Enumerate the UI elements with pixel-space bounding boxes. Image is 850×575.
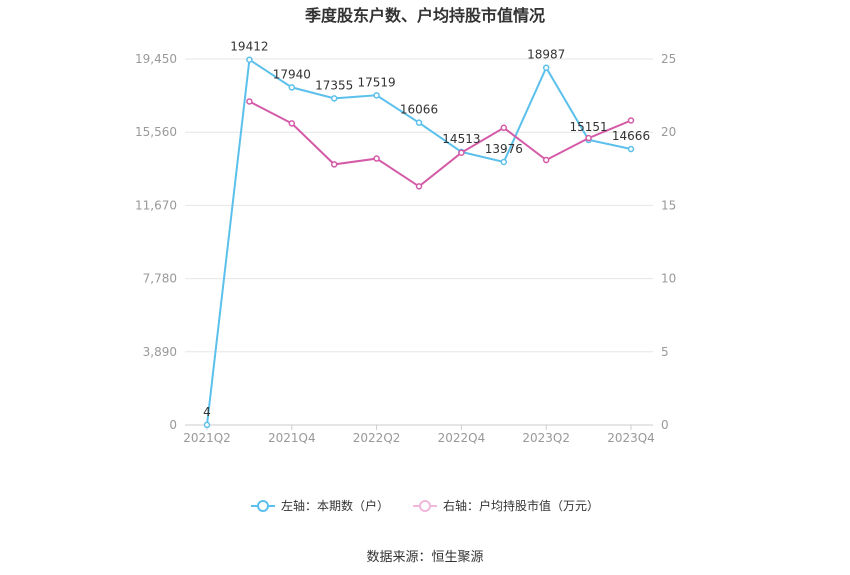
series-0-point <box>415 119 423 126</box>
right-axis-ticks: 0 5 10 15 20 25 <box>661 52 676 432</box>
right-axis-tick-label: 25 <box>661 52 676 66</box>
right-axis-tick-label: 10 <box>661 272 676 286</box>
x-axis-tick-label: 2023Q4 <box>607 431 655 445</box>
right-axis-tick-label: 20 <box>661 125 676 139</box>
series-1-point <box>585 134 592 142</box>
left-axis-tick-label: 11,670 <box>135 198 177 212</box>
series-1-point <box>500 124 508 132</box>
series-0-point <box>203 421 211 429</box>
x-axis-tick-label: 2023Q2 <box>522 431 570 445</box>
series-layer <box>203 56 635 429</box>
legend-label-avg-value: 右轴：户均持股市值（万元） <box>443 499 600 513</box>
data-label: 17355 <box>315 78 353 92</box>
series-0-point <box>246 56 253 63</box>
left-axis-tick-label: 0 <box>169 418 177 432</box>
chart-title: 季度股东户数、户均持股市值情况 <box>304 6 545 25</box>
legend-item-households[interactable]: 左轴：本期数（户） <box>250 497 389 514</box>
right-axis-tick-label: 15 <box>661 198 676 212</box>
series-0-point <box>627 145 635 153</box>
x-axis-ticks: 2021Q2 2021Q4 2022Q2 2022Q4 2023Q2 2023Q4 <box>183 425 655 445</box>
series-1-point <box>288 120 296 127</box>
left-axis-ticks: 0 3,890 7,780 11,670 15,560 19,450 <box>135 52 177 432</box>
left-axis-tick-label: 7,780 <box>143 272 177 286</box>
left-axis-tick-label: 3,890 <box>143 345 177 359</box>
x-axis-tick-label: 2022Q2 <box>353 431 401 445</box>
legend: 左轴：本期数（户） 右轴：户均持股市值（万元） <box>0 497 850 514</box>
data-label: 14513 <box>442 132 480 146</box>
series-1-point <box>627 117 635 124</box>
series-1-point <box>542 156 550 164</box>
data-labels: 4 19412 17940 17355 17519 16066 14513 13976 1898… <box>203 40 650 419</box>
grid-lines <box>185 58 653 353</box>
legend-swatch-avg-value-icon <box>413 499 437 513</box>
left-axis-tick-label: 15,560 <box>135 125 177 139</box>
left-axis-tick-label: 19,450 <box>135 52 177 66</box>
right-axis-tick-label: 0 <box>661 418 669 432</box>
legend-swatch-households-icon <box>250 499 275 513</box>
data-source: 数据来源：恒生聚源 <box>366 550 484 565</box>
series-0-point <box>542 64 550 71</box>
data-label: 18987 <box>527 48 565 62</box>
data-label: 19412 <box>230 40 268 54</box>
series-1-point <box>246 98 253 105</box>
series-line-1 <box>248 100 632 188</box>
data-label: 17940 <box>273 67 311 81</box>
series-1-point <box>458 149 465 156</box>
data-label: 13976 <box>485 142 523 156</box>
data-label: 14666 <box>612 129 650 143</box>
series-0-point <box>500 158 508 166</box>
series-0-point <box>373 92 380 99</box>
x-axis-tick-label: 2021Q2 <box>183 431 231 445</box>
data-label: 15151 <box>570 120 608 134</box>
data-label: 17519 <box>358 75 396 89</box>
data-label: 16066 <box>400 103 438 117</box>
legend-item-avg-value[interactable]: 右轴：户均持股市值（万元） <box>413 497 599 514</box>
legend-label-households: 左轴：本期数（户） <box>280 499 389 513</box>
x-axis-tick-label: 2022Q4 <box>438 431 486 445</box>
x-axis-tick-label: 2021Q4 <box>268 431 316 445</box>
series-1-point <box>373 155 380 162</box>
data-label: 4 <box>203 405 211 419</box>
series-1-point <box>330 161 338 168</box>
series-0-point <box>288 84 296 91</box>
series-0-point <box>330 95 338 102</box>
right-axis-tick-label: 5 <box>661 345 669 359</box>
series-1-point <box>415 183 423 190</box>
